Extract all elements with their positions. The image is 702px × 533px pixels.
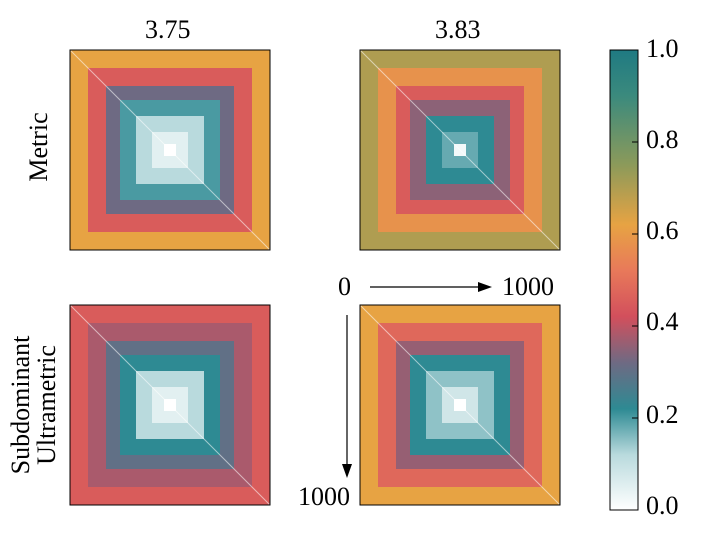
arrows-layer [342,282,492,478]
heatmap-frame [359,49,561,251]
colorbar-tick-label-0.2: 0.2 [646,400,679,429]
column-title-1: 3.75 [145,15,191,44]
heatmap-panel-4 [359,304,561,506]
heatmap-panel-3 [69,304,271,506]
heatmap-frame [359,304,561,506]
index-label-start: 0 [338,272,351,301]
column-title-2: 3.83 [435,15,481,44]
heatmap-diagonal [359,49,561,251]
colorbar-layer [609,49,639,511]
heatmap-panel-2 [359,49,561,251]
panels-layer [69,49,561,506]
index-label-end-vertical: 1000 [298,482,350,511]
heatmap-frame [69,49,271,251]
colorbar-tick-label-0.8: 0.8 [646,125,679,154]
colorbar [609,49,639,511]
colorbar-tick-label-0.4: 0.4 [646,307,679,336]
colorbar-tick-label-0.6: 0.6 [646,216,679,245]
heatmap-frame [69,304,271,506]
heatmap-panel-1 [69,49,271,251]
heatmap-diagonal [69,49,271,251]
heatmap-diagonal [69,304,271,506]
index-label-end-horizontal: 1000 [502,272,554,301]
heatmap-diagonal [359,304,561,506]
vertical-index-arrowhead [342,464,352,478]
colorbar-tick-label-0.0: 0.0 [646,491,679,520]
horizontal-index-arrowhead [478,282,492,292]
colorbar-tick-label-1.0: 1.0 [646,34,679,63]
